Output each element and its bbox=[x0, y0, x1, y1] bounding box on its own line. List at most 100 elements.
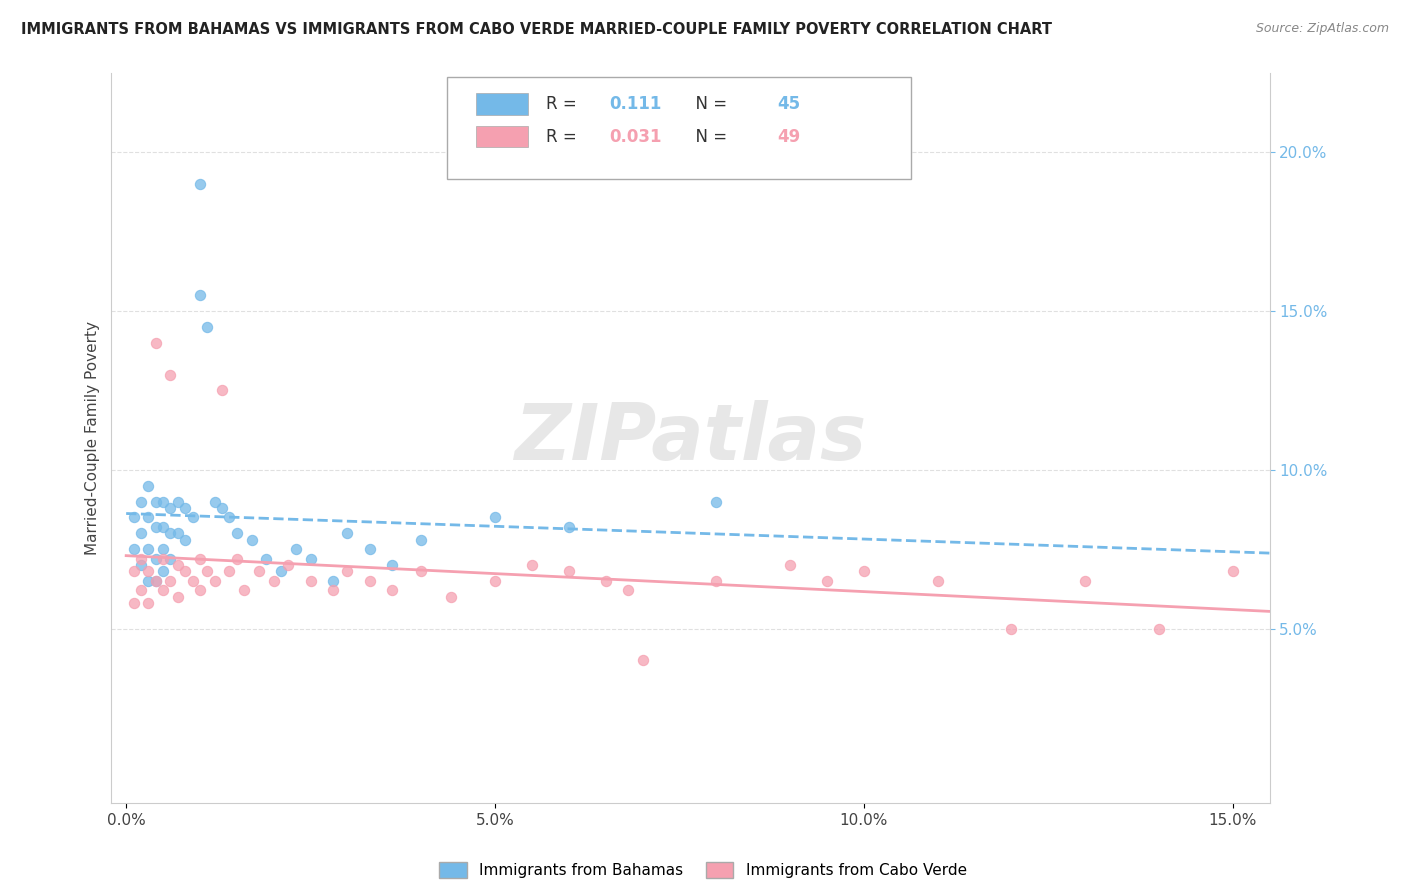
Point bbox=[233, 583, 256, 598]
Point bbox=[277, 558, 299, 573]
Point bbox=[136, 565, 159, 579]
Point bbox=[299, 574, 322, 588]
Point bbox=[381, 583, 404, 598]
FancyBboxPatch shape bbox=[477, 126, 529, 147]
Point bbox=[218, 510, 240, 524]
Point bbox=[558, 520, 581, 534]
Point bbox=[166, 558, 188, 573]
Point bbox=[136, 596, 159, 610]
Point bbox=[159, 574, 181, 588]
Point bbox=[270, 565, 292, 579]
Point bbox=[617, 583, 640, 598]
Point bbox=[595, 574, 617, 588]
Point bbox=[129, 558, 152, 573]
Text: ZIPatlas: ZIPatlas bbox=[515, 401, 866, 476]
Point bbox=[704, 494, 727, 508]
Point bbox=[218, 565, 240, 579]
Point bbox=[159, 500, 181, 515]
Point bbox=[136, 479, 159, 493]
Point bbox=[145, 551, 167, 566]
Point bbox=[188, 288, 211, 302]
Point bbox=[136, 542, 159, 557]
Point bbox=[166, 526, 188, 541]
Point bbox=[336, 526, 359, 541]
Point bbox=[129, 551, 152, 566]
Point bbox=[240, 533, 263, 547]
Point bbox=[1074, 574, 1097, 588]
Text: Source: ZipAtlas.com: Source: ZipAtlas.com bbox=[1256, 22, 1389, 36]
Point bbox=[166, 494, 188, 508]
Text: R =: R = bbox=[546, 95, 582, 113]
FancyBboxPatch shape bbox=[447, 77, 911, 179]
Point bbox=[484, 574, 506, 588]
Y-axis label: Married-Couple Family Poverty: Married-Couple Family Poverty bbox=[86, 321, 100, 555]
Point bbox=[440, 590, 463, 604]
Point bbox=[145, 574, 167, 588]
Point bbox=[122, 510, 145, 524]
Point bbox=[159, 368, 181, 382]
Text: N =: N = bbox=[685, 95, 733, 113]
FancyBboxPatch shape bbox=[477, 93, 529, 114]
Point bbox=[225, 526, 247, 541]
Point bbox=[145, 494, 167, 508]
Point bbox=[1222, 565, 1244, 579]
Point bbox=[204, 494, 226, 508]
Point bbox=[152, 551, 174, 566]
Text: 45: 45 bbox=[778, 95, 800, 113]
Point bbox=[779, 558, 801, 573]
Point bbox=[927, 574, 949, 588]
Point bbox=[484, 510, 506, 524]
Point bbox=[159, 526, 181, 541]
Text: IMMIGRANTS FROM BAHAMAS VS IMMIGRANTS FROM CABO VERDE MARRIED-COUPLE FAMILY POVE: IMMIGRANTS FROM BAHAMAS VS IMMIGRANTS FR… bbox=[21, 22, 1052, 37]
Point bbox=[299, 551, 322, 566]
Point bbox=[815, 574, 838, 588]
Text: R =: R = bbox=[546, 128, 582, 146]
Point bbox=[136, 574, 159, 588]
Text: 0.031: 0.031 bbox=[609, 128, 662, 146]
Point bbox=[145, 520, 167, 534]
Point bbox=[152, 494, 174, 508]
Point bbox=[122, 596, 145, 610]
Point bbox=[247, 565, 270, 579]
Point bbox=[174, 500, 197, 515]
Point bbox=[195, 320, 218, 334]
Text: N =: N = bbox=[685, 128, 733, 146]
Point bbox=[174, 565, 197, 579]
Point bbox=[359, 542, 381, 557]
Point bbox=[558, 565, 581, 579]
Point bbox=[122, 565, 145, 579]
Point bbox=[322, 574, 344, 588]
Point bbox=[520, 558, 543, 573]
Point bbox=[159, 551, 181, 566]
Point bbox=[129, 494, 152, 508]
Point bbox=[322, 583, 344, 598]
Point bbox=[152, 583, 174, 598]
Point bbox=[359, 574, 381, 588]
Point bbox=[188, 177, 211, 191]
Point bbox=[195, 565, 218, 579]
Point bbox=[129, 526, 152, 541]
Point bbox=[152, 520, 174, 534]
Point bbox=[136, 510, 159, 524]
Legend: Immigrants from Bahamas, Immigrants from Cabo Verde: Immigrants from Bahamas, Immigrants from… bbox=[433, 856, 973, 884]
Text: 0.111: 0.111 bbox=[609, 95, 662, 113]
Point bbox=[411, 533, 433, 547]
Point bbox=[704, 574, 727, 588]
Point bbox=[181, 574, 204, 588]
Point bbox=[254, 551, 277, 566]
Point bbox=[1000, 622, 1022, 636]
Point bbox=[211, 384, 233, 398]
Point bbox=[631, 653, 654, 667]
Point bbox=[166, 590, 188, 604]
Point bbox=[852, 565, 875, 579]
Point bbox=[284, 542, 307, 557]
Point bbox=[188, 551, 211, 566]
Text: 49: 49 bbox=[778, 128, 800, 146]
Point bbox=[263, 574, 285, 588]
Point bbox=[225, 551, 247, 566]
Point bbox=[145, 335, 167, 350]
Point bbox=[336, 565, 359, 579]
Point bbox=[188, 583, 211, 598]
Point bbox=[152, 565, 174, 579]
Point bbox=[152, 542, 174, 557]
